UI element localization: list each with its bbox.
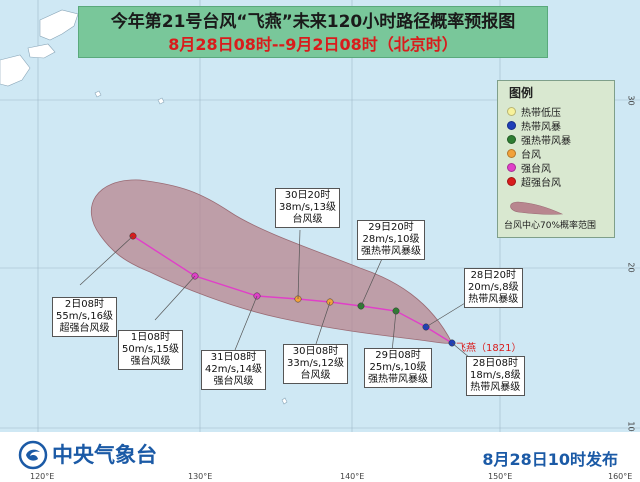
- probability-cone: [90, 179, 453, 344]
- legend-item-super-typhoon: 超强台风: [507, 174, 614, 189]
- land-japan-shikoku: [27, 43, 56, 59]
- label-time: 29日08时: [375, 350, 421, 361]
- label-speed: 28m/s,10级: [362, 234, 420, 245]
- label-speed: 33m/s,12级: [287, 358, 344, 369]
- label-time: 31日08时: [210, 352, 257, 363]
- label-speed: 50m/s,15级: [122, 344, 179, 355]
- lat-label-30: 30: [626, 95, 636, 106]
- issue-time: 8月28日10时发布: [482, 450, 618, 469]
- lon-label-120: 120°E: [30, 472, 55, 481]
- land-island-small-1: [94, 90, 102, 98]
- lon-label-160: 160°E: [608, 472, 633, 481]
- legend-item-label: 热带风暴: [521, 121, 561, 133]
- label-category: 强热带风暴级: [361, 246, 421, 257]
- legend-dot-icon: [507, 176, 516, 186]
- label-29-20: 29日20时 28m/s,10级 强热带风暴级: [357, 220, 425, 260]
- label-category: 热带风暴级: [470, 382, 521, 393]
- legend-item-tropical-storm: 热带风暴: [507, 118, 614, 133]
- map-title: 今年第21号台风“飞燕”未来120小时路径概率预报图: [110, 12, 516, 32]
- label-time: 28日20时: [470, 270, 517, 281]
- label-speed: 20m/s,8级: [468, 282, 519, 293]
- lat-label-10: 10: [626, 421, 636, 432]
- label-28-08: 28日08时 18m/s,8级 热带风暴级: [466, 356, 525, 396]
- label-speed: 55m/s,16级: [56, 311, 113, 322]
- label-category: 强台风级: [213, 376, 254, 387]
- legend-item-severe-tropical-storm: 强热带风暴: [507, 132, 614, 147]
- legend-title: 图例: [509, 86, 534, 100]
- legend-panel: 图例 热带低压 热带风暴 强热带风暴 台风 强台风 超强台风 台风中心70%概率…: [497, 80, 615, 238]
- label-30-08: 30日08时 33m/s,12级 台风级: [283, 344, 348, 384]
- label-time: 30日08时: [292, 346, 339, 357]
- map-title-box: 今年第21号台风“飞燕”未来120小时路径概率预报图 8月28日08时--9月2…: [78, 6, 548, 58]
- legend-dot-icon: [507, 162, 516, 172]
- map-subtitle-time-range: 8月28日08时--9月2日08时（北京时）: [168, 35, 458, 54]
- label-2-08: 2日08时 55m/s,16级 超强台风级: [52, 297, 117, 337]
- legend-dot-icon: [507, 148, 516, 158]
- label-speed: 25m/s,10级: [369, 362, 427, 373]
- land-islands: [0, 9, 613, 475]
- legend-item-label: 超强台风: [521, 177, 561, 189]
- lat-label-20: 20: [626, 262, 636, 273]
- legend-item-label: 强台风: [521, 163, 551, 175]
- land-island-small-4: [281, 397, 288, 405]
- typhoon-name: 飞燕（1821）: [456, 343, 522, 354]
- lon-label-150: 150°E: [488, 472, 513, 481]
- legend-item-label: 热带低压: [521, 107, 561, 119]
- legend-dot-icon: [507, 106, 516, 116]
- cma-logo-icon: [18, 440, 48, 470]
- legend-probability: 台风中心70%概率范围: [504, 199, 608, 231]
- land-island-small-2: [157, 97, 165, 105]
- legend-probability-label: 台风中心70%概率范围: [504, 221, 597, 231]
- label-speed: 42m/s,14级: [205, 364, 262, 375]
- legend-dot-icon: [507, 120, 516, 130]
- label-time: 28日08时: [472, 358, 519, 369]
- land-japan-kyushu: [0, 54, 31, 87]
- label-1-08: 1日08时 50m/s,15级 强台风级: [118, 330, 183, 370]
- legend-item-severe-typhoon: 强台风: [507, 160, 614, 175]
- label-time: 2日08时: [64, 299, 105, 310]
- label-time: 1日08时: [130, 332, 171, 343]
- label-time: 30日20时: [284, 190, 331, 201]
- lon-label-130: 130°E: [188, 472, 213, 481]
- label-category: 热带风暴级: [468, 294, 519, 305]
- lon-label-140: 140°E: [340, 472, 365, 481]
- label-category: 超强台风级: [59, 323, 110, 334]
- label-category: 强热带风暴级: [368, 374, 428, 385]
- label-28-20: 28日20时 20m/s,8级 热带风暴级: [464, 268, 523, 308]
- label-category: 台风级: [300, 370, 331, 381]
- label-category: 台风级: [292, 214, 323, 225]
- legend-item-label: 台风: [521, 149, 541, 161]
- legend-item-typhoon: 台风: [507, 146, 614, 161]
- legend-item-tropical-depression: 热带低压: [507, 104, 614, 119]
- label-speed: 18m/s,8级: [470, 370, 521, 381]
- land-japan-honshu: [39, 9, 79, 41]
- label-category: 强台风级: [130, 356, 171, 367]
- organization-name: 中央气象台: [52, 443, 157, 467]
- label-29-08: 29日08时 25m/s,10级 强热带风暴级: [364, 348, 432, 388]
- label-30-20: 30日20时 38m/s,13级 台风级: [275, 188, 340, 228]
- legend-dot-icon: [507, 134, 516, 144]
- label-31-08: 31日08时 42m/s,14级 强台风级: [201, 350, 266, 390]
- footer-bar: [0, 432, 640, 482]
- legend-item-label: 强热带风暴: [521, 135, 571, 147]
- leader-lines: [79, 229, 471, 359]
- label-time: 29日20时: [368, 222, 414, 233]
- label-speed: 38m/s,13级: [279, 202, 336, 213]
- probability-swatch-icon: [510, 201, 564, 215]
